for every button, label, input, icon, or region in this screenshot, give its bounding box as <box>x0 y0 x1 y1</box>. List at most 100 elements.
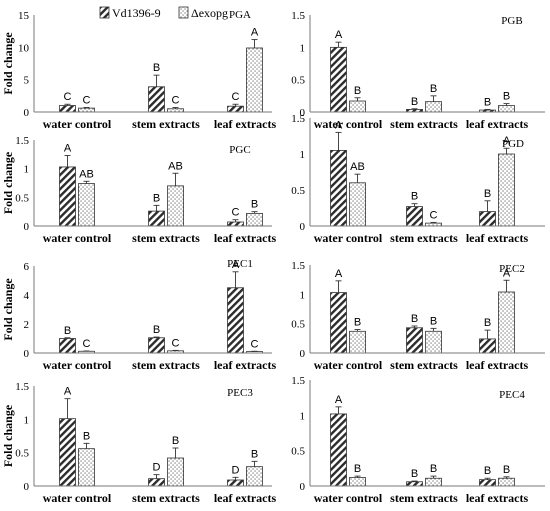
y-tick-label: 0 <box>300 221 306 233</box>
bar-exopg-water-control <box>349 477 366 487</box>
significance-letter: B <box>153 324 160 336</box>
y-tick-label: 0 <box>24 221 30 233</box>
y-axis-label: Fold change <box>1 32 15 95</box>
significance-letter: C <box>430 209 438 221</box>
panel-title: PEC2 <box>499 263 525 275</box>
y-tick-label: 0.5 <box>15 192 29 204</box>
y-axis-label: Fold change <box>1 151 15 214</box>
significance-letter: B <box>64 325 71 337</box>
significance-letter: A <box>503 135 511 147</box>
panel-title: PGA <box>229 9 251 21</box>
significance-letter: C <box>64 91 72 103</box>
bar-exopg-leaf-extracts <box>498 105 515 113</box>
bar-exopg-water-control <box>78 183 95 227</box>
significance-letter: C <box>232 91 240 103</box>
x-tick-label: stem extracts <box>132 117 200 131</box>
significance-letter: B <box>83 430 90 442</box>
y-tick-label: 1.5 <box>291 10 305 22</box>
y-tick-label: 1 <box>24 414 30 426</box>
significance-letter: B <box>153 192 160 204</box>
y-tick-label: 0.5 <box>291 75 305 87</box>
significance-letter: B <box>411 313 418 325</box>
bar-vd1396-9-stem-extracts <box>148 337 165 354</box>
y-tick-label: 0.5 <box>291 185 305 197</box>
bar-vd1396-9-water-control <box>59 338 76 354</box>
bar-exopg-stem-extracts <box>167 457 184 487</box>
bar-exopg-water-control <box>78 448 95 487</box>
bar-exopg-stem-extracts <box>425 477 442 487</box>
significance-letter: B <box>354 317 361 329</box>
y-tick-label: 1.5 <box>291 113 305 125</box>
bar-vd1396-9-leaf-extracts <box>479 338 496 354</box>
bar-vd1396-9-water-control <box>330 292 347 354</box>
y-tick-label: 2 <box>24 319 30 331</box>
bar-vd1396-9-leaf-extracts <box>227 105 244 113</box>
significance-letter: D <box>232 464 240 476</box>
bar-vd1396-9-water-control <box>59 418 76 487</box>
significance-letter: B <box>251 199 258 211</box>
significance-letter: A <box>335 268 343 280</box>
significance-letter: D <box>153 462 161 474</box>
significance-letter: B <box>354 463 361 475</box>
y-tick-label: 1 <box>24 164 30 176</box>
y-tick-label: 0 <box>300 348 306 360</box>
bar-vd1396-9-stem-extracts <box>148 86 165 113</box>
significance-letter: A <box>503 267 511 279</box>
significance-letter: B <box>503 464 510 476</box>
bar-vd1396-9-water-control <box>330 46 347 113</box>
y-tick-label: 1.5 <box>291 260 305 272</box>
x-tick-label: water control <box>314 358 383 372</box>
panel-title: PGB <box>501 15 522 27</box>
legend-label-vd1396-9: Vd1396-9 <box>112 6 161 20</box>
bar-vd1396-9-water-control <box>59 166 76 227</box>
bar-exopg-water-control <box>349 330 366 354</box>
significance-letter: AB <box>168 160 183 172</box>
panel-title: PEC3 <box>227 387 253 399</box>
significance-letter: A <box>335 394 343 406</box>
bar-exopg-leaf-extracts <box>246 47 263 113</box>
panel-title: PEC4 <box>499 389 525 401</box>
significance-letter: A <box>335 119 343 131</box>
significance-letter: B <box>411 468 418 480</box>
y-tick-label: 1 <box>300 42 306 54</box>
panel-title: PEC1 <box>227 258 253 270</box>
bar-exopg-stem-extracts <box>167 185 184 227</box>
bar-vd1396-9-leaf-extracts <box>227 479 244 487</box>
significance-letter: B <box>503 91 510 103</box>
x-tick-label: stem extracts <box>132 491 200 505</box>
x-tick-label: water control <box>314 231 383 245</box>
legend-swatch-vd1396-9 <box>99 6 110 19</box>
legend-label-exopg: Δexopg <box>191 6 228 20</box>
y-tick-label: 1.5 <box>291 375 305 387</box>
y-tick-label: 6 <box>24 261 30 273</box>
y-tick-label: 0.5 <box>291 446 305 458</box>
significance-letter: B <box>484 188 491 200</box>
significance-letter: A <box>335 29 343 41</box>
significance-letter: B <box>153 62 160 74</box>
significance-letter: B <box>484 465 491 477</box>
x-tick-label: water control <box>314 491 383 505</box>
bar-exopg-leaf-extracts <box>498 291 515 354</box>
significance-letter: B <box>484 317 491 329</box>
y-tick-label: 5 <box>24 75 30 87</box>
x-tick-label: leaf extracts <box>214 491 277 505</box>
y-tick-label: 0.5 <box>291 319 305 331</box>
significance-letter: AB <box>79 168 94 180</box>
legend-swatch-exopg <box>178 6 189 19</box>
x-tick-label: stem extracts <box>390 231 458 245</box>
x-tick-label: water control <box>43 231 112 245</box>
bar-exopg-water-control <box>349 182 366 227</box>
legend: Vd1396-9 Δexopg <box>99 6 228 20</box>
x-tick-label: leaf extracts <box>466 117 529 131</box>
x-tick-label: water control <box>43 358 112 372</box>
bar-vd1396-9-water-control <box>59 105 76 113</box>
significance-letter: A <box>64 386 72 398</box>
x-tick-label: water control <box>43 117 112 131</box>
